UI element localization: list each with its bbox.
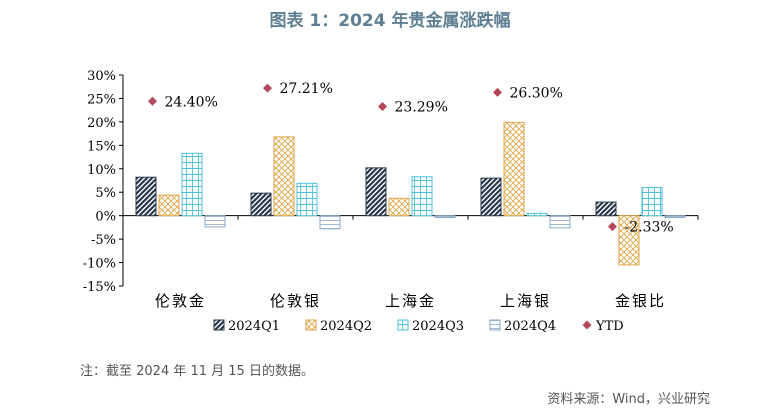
bar-2024Q2-上海银 — [503, 121, 525, 217]
bar-2024Q3-上海银 — [526, 212, 548, 217]
ytd-marker-金银比 — [608, 222, 617, 232]
category-label: 上海金 — [385, 292, 436, 310]
bar-2024Q2-金银比 — [618, 215, 640, 266]
legend-swatch-YTD — [582, 320, 592, 330]
category-label: 伦敦银 — [270, 292, 321, 310]
bar-2024Q1-金银比 — [595, 201, 617, 217]
y-tick-label: -15% — [83, 280, 116, 295]
ytd-label: -2.33% — [625, 220, 674, 236]
category-label: 伦敦金 — [155, 292, 206, 310]
ytd-marker-伦敦金 — [148, 96, 157, 106]
bar-2024Q1-上海银 — [480, 177, 502, 217]
legend-label: 2024Q1 — [228, 319, 280, 334]
legend-label: 2024Q2 — [320, 319, 372, 334]
bar-2024Q4-上海银 — [549, 215, 571, 229]
y-tick-label: 15% — [87, 139, 116, 154]
ytd-marker-上海金 — [378, 101, 387, 111]
bar-2024Q1-伦敦金 — [135, 176, 157, 217]
bars — [135, 121, 686, 266]
bar-2024Q1-上海金 — [365, 167, 387, 217]
source-note: 资料来源：Wind，兴业研究 — [547, 392, 710, 407]
chart-title: 图表 1：2024 年贵金属涨跌幅 — [269, 11, 511, 31]
y-tick-label: 25% — [87, 92, 116, 107]
ytd-label: 23.29% — [395, 99, 448, 115]
bar-2024Q2-上海金 — [388, 197, 410, 217]
ytd-markers: 24.40% 27.21% 23.29% 26.30% -2.33% — [148, 81, 674, 236]
y-tick-label: -5% — [91, 233, 116, 248]
y-tick-label: 10% — [87, 163, 116, 178]
category-label: 金银比 — [615, 292, 666, 310]
legend-label: 2024Q3 — [412, 319, 464, 334]
bar-2024Q2-伦敦金 — [158, 194, 180, 217]
category-labels: 伦敦金 伦敦银 上海金 上海银 金银比 — [155, 292, 666, 310]
y-tick-label: 5% — [95, 186, 116, 201]
legend-swatch-2024Q4 — [489, 319, 501, 331]
legend-swatch-2024Q3 — [397, 319, 409, 331]
ytd-marker-伦敦银 — [263, 83, 272, 93]
legend-swatch-2024Q1 — [213, 319, 225, 331]
y-tick-label: 20% — [87, 116, 116, 131]
y-tick-label: 30% — [87, 69, 116, 84]
legend-label: YTD — [595, 319, 624, 334]
ytd-marker-上海银 — [493, 87, 502, 97]
ytd-label: 27.21% — [280, 81, 333, 97]
legend-swatch-2024Q2 — [305, 319, 317, 331]
bar-2024Q3-伦敦金 — [181, 152, 203, 217]
bar-2024Q4-伦敦银 — [319, 215, 341, 230]
bar-2024Q3-伦敦银 — [296, 182, 318, 217]
ytd-label: 24.40% — [165, 94, 218, 110]
y-axis: -15% -10% -5% 0% 5% 10% 15% 20% 25% 30% — [83, 69, 124, 295]
bar-2024Q1-伦敦银 — [250, 192, 272, 217]
bar-2024Q4-金银比 — [664, 215, 686, 219]
ytd-label: 26.30% — [510, 85, 563, 101]
legend-label: 2024Q4 — [504, 319, 556, 334]
y-tick-label: 0% — [95, 210, 116, 225]
bar-2024Q4-伦敦金 — [204, 215, 226, 228]
footnote: 注：截至 2024 年 11 月 15 日的数据。 — [80, 364, 314, 379]
bar-2024Q3-金银比 — [641, 187, 663, 217]
bar-2024Q2-伦敦银 — [273, 136, 295, 217]
bar-2024Q3-上海金 — [411, 176, 433, 217]
legend: 2024Q1 2024Q2 2024Q3 2024Q4 YTD — [213, 319, 624, 334]
y-tick-label: -10% — [83, 257, 116, 272]
category-label: 上海银 — [500, 292, 551, 310]
bar-2024Q4-上海金 — [434, 215, 456, 219]
